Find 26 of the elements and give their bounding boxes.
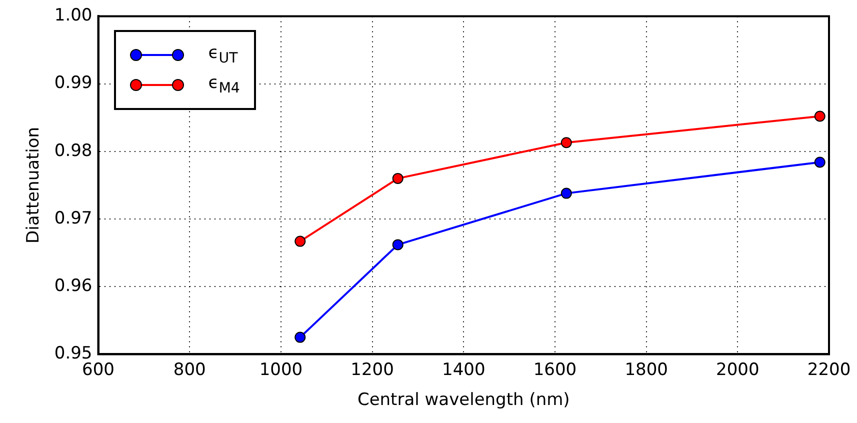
x-tick-label: 1800	[624, 360, 668, 380]
x-tick-label: 1000	[259, 360, 303, 380]
y-axis-title: Diattenuation	[24, 126, 44, 244]
x-tick-label: 2000	[716, 360, 760, 380]
x-axis-title: Central wavelength (nm)	[357, 390, 570, 410]
point	[814, 156, 826, 168]
point	[814, 110, 826, 122]
point	[392, 239, 404, 250]
x-tick-label: 1600	[533, 360, 577, 380]
point	[294, 332, 306, 343]
point	[392, 172, 404, 184]
point	[560, 188, 572, 199]
y-tick-label: 0.98	[54, 140, 92, 161]
legend-label: ϵ$_{M4}$	[208, 73, 240, 97]
x-tick-label: 600	[82, 360, 114, 380]
y-tick-label: 0.97	[54, 208, 92, 228]
y-tick-label: 0.96	[54, 276, 92, 296]
x-tick-label: 800	[173, 360, 206, 380]
y-tick-label: 0.99	[54, 73, 92, 94]
point	[294, 236, 306, 247]
y-tick-label: 1.00	[54, 6, 92, 26]
legend-label: ϵ$_{UT}$	[208, 43, 238, 67]
x-tick-label: 1200	[350, 360, 394, 380]
x-tick-label: 1400	[442, 360, 486, 380]
point	[560, 137, 572, 148]
x-tick-label: 2200	[807, 360, 851, 380]
